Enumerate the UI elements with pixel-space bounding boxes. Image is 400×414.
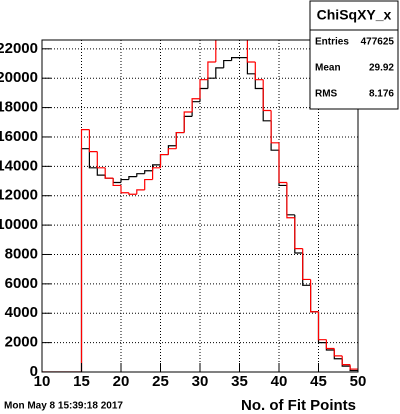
histogram-bin <box>207 61 216 80</box>
histogram-bin <box>175 131 185 149</box>
histogram-bin <box>310 279 319 313</box>
histogram-bin <box>246 40 256 63</box>
x-tick-label: 40 <box>271 373 288 390</box>
histogram-bin <box>246 57 256 75</box>
y-tick-label: 20000 <box>0 69 38 86</box>
axes: 0 2000 4000 6000 8000 10000 12000 14000 16000 180… <box>0 40 366 390</box>
histogram-bin <box>120 185 129 194</box>
histogram-bin <box>341 355 351 366</box>
histogram-bin <box>325 339 335 350</box>
histogram-bin <box>167 148 177 155</box>
y-tick-label: 22000 <box>0 40 38 57</box>
x-tick-label: 50 <box>350 373 367 390</box>
x-tick-label: 35 <box>231 373 248 390</box>
histogram-bin <box>144 178 153 190</box>
y-tick-label: 4000 <box>5 304 38 321</box>
histogram-bin <box>128 176 137 180</box>
stats-value: 477625 <box>361 37 395 48</box>
stats-value: 29.92 <box>369 63 394 74</box>
histogram-bin <box>223 59 232 68</box>
histogram-bin <box>349 364 358 370</box>
y-tick-label: 6000 <box>5 275 38 292</box>
histogram-bin <box>231 57 240 61</box>
timestamp: Mon May 8 15:39:18 2017 <box>4 401 123 412</box>
histogram-bin <box>278 142 287 184</box>
y-tick-label: 8000 <box>5 245 38 262</box>
y-tick-label: 14000 <box>0 157 38 174</box>
histogram-bin <box>136 173 145 177</box>
histogram-bin <box>96 167 106 176</box>
y-tick-label: 16000 <box>0 128 38 145</box>
histogram-bin <box>88 129 98 153</box>
histogram-bin <box>286 182 295 219</box>
histogram-bin <box>80 129 90 372</box>
histogram-bin <box>270 110 279 144</box>
x-axis-label: No. of Fit Points <box>241 397 356 414</box>
x-tick-label: 20 <box>113 373 130 390</box>
x-tick-label: 25 <box>152 373 169 390</box>
histogram-bin <box>120 178 129 183</box>
histogram-bin <box>183 111 193 133</box>
histogram-bin <box>144 170 153 174</box>
histogram-bin <box>88 148 98 169</box>
histogram-bin <box>294 217 303 250</box>
histogram-bin <box>96 151 106 169</box>
histogram-bin <box>302 248 311 281</box>
histogram <box>42 40 358 372</box>
histogram-bin <box>215 67 224 79</box>
histogram-bin <box>199 79 208 99</box>
histogram-bin <box>215 40 217 63</box>
stats-label: Entries <box>315 37 349 48</box>
stats-value: 8.176 <box>369 89 394 100</box>
histogram-bin <box>112 178 121 187</box>
y-tick-label: 12000 <box>0 187 38 204</box>
y-tick-label: 0 <box>30 363 38 380</box>
histogram-bin <box>317 311 327 341</box>
stats-label: Mean <box>315 63 341 74</box>
histogram-bin <box>159 153 169 168</box>
x-tick-label: 10 <box>34 373 51 390</box>
histogram-bin <box>136 189 145 195</box>
histogram-bin <box>333 348 343 357</box>
y-tick-label: 18000 <box>0 99 38 116</box>
x-tick-label: 15 <box>73 373 90 390</box>
histogram-bin <box>262 79 272 112</box>
histogram-bin <box>191 98 200 112</box>
histogram-bin <box>152 167 161 180</box>
histogram-bin <box>128 192 137 195</box>
y-tick-label: 10000 <box>0 216 38 233</box>
stats-title: ChiSqXY_x <box>317 7 392 23</box>
histogram-bin <box>254 62 264 81</box>
stats-box: ChiSqXY_x Entries 477625 Mean 29.92 RMS 8.176 <box>309 0 399 110</box>
y-tick-label: 2000 <box>5 334 38 351</box>
x-tick-label: 30 <box>192 373 209 390</box>
stats-frame <box>309 0 399 110</box>
stats-label: RMS <box>315 89 338 100</box>
histogram-bin <box>104 167 114 179</box>
x-tick-label: 45 <box>310 373 327 390</box>
